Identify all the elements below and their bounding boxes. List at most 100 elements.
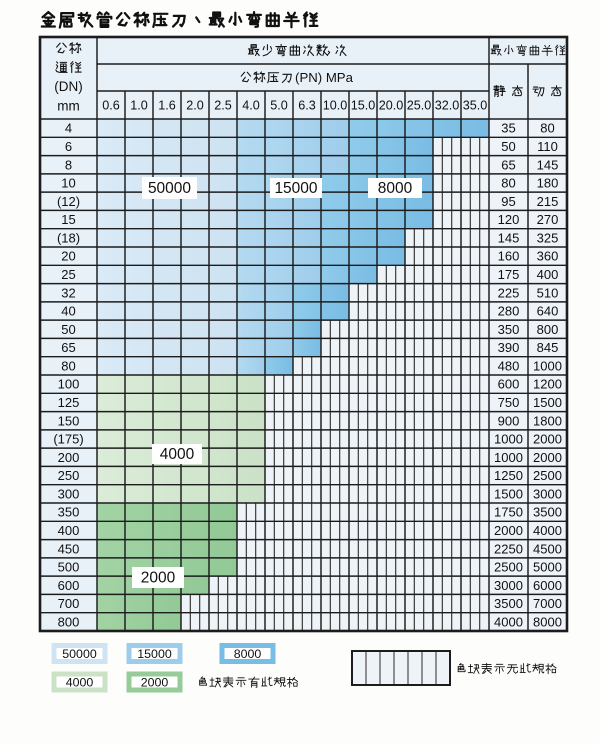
svg-text:20.0: 20.0 [379,99,404,113]
svg-text:1200: 1200 [533,377,562,392]
svg-text:4: 4 [65,121,72,136]
svg-text:4.0: 4.0 [242,99,260,113]
svg-text:7000: 7000 [533,596,562,611]
svg-text:4000: 4000 [160,446,195,463]
svg-text:600: 600 [58,578,80,593]
svg-text:80: 80 [501,176,515,191]
svg-text:25.0: 25.0 [407,99,432,113]
svg-text:2500: 2500 [533,468,562,483]
svg-text:1500: 1500 [494,487,523,502]
svg-text:400: 400 [58,523,80,538]
svg-text:2500: 2500 [494,560,523,575]
svg-text:1.0: 1.0 [130,99,148,113]
svg-text:2000: 2000 [533,450,562,465]
svg-text:(175): (175) [53,432,83,447]
svg-text:2000: 2000 [141,675,169,689]
svg-text:1000: 1000 [494,450,523,465]
svg-text:400: 400 [537,267,559,282]
svg-text:15.0: 15.0 [351,99,376,113]
svg-text:50000: 50000 [148,180,191,197]
svg-text:6.3: 6.3 [298,99,316,113]
svg-text:100: 100 [58,377,80,392]
svg-text:5.0: 5.0 [270,99,288,113]
svg-text:175: 175 [498,267,520,282]
svg-text:900: 900 [498,413,520,428]
svg-text:145: 145 [498,231,520,246]
svg-text:1.6: 1.6 [158,99,176,113]
svg-text:250: 250 [58,468,80,483]
svg-text:32: 32 [61,285,75,300]
svg-text:8: 8 [65,157,72,172]
svg-text:150: 150 [58,413,80,428]
svg-text:95: 95 [501,194,515,209]
svg-text:3000: 3000 [494,578,523,593]
svg-text:1500: 1500 [533,395,562,410]
svg-text:2.5: 2.5 [214,99,232,113]
svg-text:4000: 4000 [533,523,562,538]
svg-text:3000: 3000 [533,487,562,502]
svg-text:145: 145 [537,157,559,172]
svg-text:1750: 1750 [494,505,523,520]
svg-text:(DN): (DN) [54,79,83,94]
svg-text:8000: 8000 [234,647,262,661]
svg-text:2250: 2250 [494,541,523,556]
svg-text:65: 65 [501,157,515,172]
svg-text:1800: 1800 [533,413,562,428]
svg-text:200: 200 [58,450,80,465]
svg-text:750: 750 [498,395,520,410]
svg-text:360: 360 [537,249,559,264]
svg-text:(12): (12) [57,194,80,209]
svg-text:215: 215 [537,194,559,209]
svg-text:(18): (18) [57,231,80,246]
svg-text:3500: 3500 [494,596,523,611]
svg-text:3500: 3500 [533,505,562,520]
svg-text:2000: 2000 [141,570,176,587]
svg-text:325: 325 [537,231,559,246]
svg-text:350: 350 [58,505,80,520]
svg-text:390: 390 [498,340,520,355]
svg-text:300: 300 [58,487,80,502]
svg-text:40: 40 [61,304,75,319]
svg-text:1000: 1000 [494,432,523,447]
svg-text:480: 480 [498,359,520,374]
svg-text:6000: 6000 [533,578,562,593]
svg-text:600: 600 [498,377,520,392]
svg-text:20: 20 [61,249,75,264]
svg-text:110: 110 [537,139,558,154]
svg-text:225: 225 [498,285,520,300]
svg-text:1000: 1000 [533,359,562,374]
svg-text:800: 800 [58,615,80,630]
svg-text:25: 25 [61,267,75,282]
svg-text:640: 640 [537,304,559,319]
svg-text:125: 125 [58,395,80,410]
svg-text:65: 65 [61,340,75,355]
svg-text:15000: 15000 [274,180,317,197]
svg-text:35.0: 35.0 [463,99,488,113]
svg-text:450: 450 [58,541,80,556]
svg-text:15000: 15000 [137,647,172,661]
svg-text:800: 800 [537,322,559,337]
svg-text:(PN) MPa: (PN) MPa [295,70,354,85]
svg-text:120: 120 [498,212,520,227]
svg-text:8000: 8000 [378,180,413,197]
svg-text:160: 160 [498,249,520,264]
svg-text:10.0: 10.0 [323,99,348,113]
svg-text:500: 500 [58,560,80,575]
svg-text:1250: 1250 [494,468,523,483]
svg-text:mm: mm [57,99,80,114]
svg-text:700: 700 [58,596,80,611]
svg-text:270: 270 [537,212,559,227]
svg-text:15: 15 [61,212,75,227]
svg-text:6: 6 [65,139,72,154]
svg-text:280: 280 [498,304,520,319]
svg-text:0.6: 0.6 [102,99,120,113]
svg-text:350: 350 [498,322,520,337]
svg-text:80: 80 [61,359,75,374]
svg-text:5000: 5000 [533,560,562,575]
svg-text:4500: 4500 [533,541,562,556]
svg-text:35: 35 [501,121,515,136]
svg-text:510: 510 [537,285,559,300]
svg-text:10: 10 [61,176,75,191]
svg-text:50000: 50000 [62,647,97,661]
svg-text:50: 50 [501,139,515,154]
